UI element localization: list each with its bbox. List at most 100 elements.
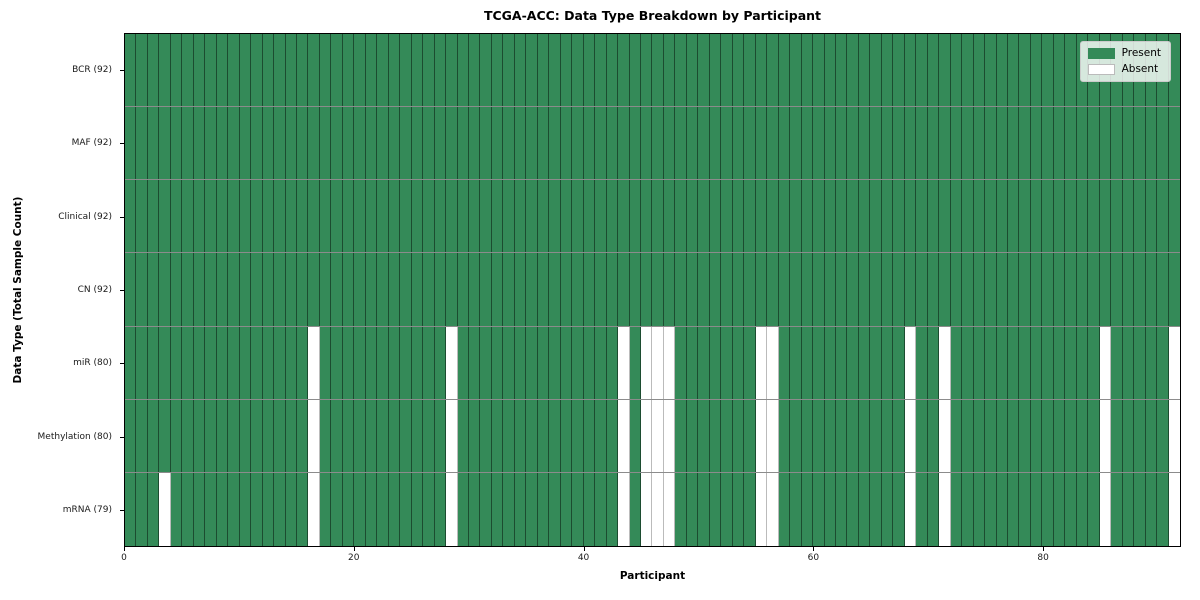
cell-Clinical-40-present [583,180,596,253]
cell-mRNA-76-present [996,472,1008,546]
cell-CN-61-present [824,253,836,326]
cell-Clinical-28-present [446,180,458,253]
cell-MAF-21-present [365,107,378,180]
cell-Methylation-5-present [182,399,194,472]
cell-Clinical-1-present [136,180,148,253]
y-tick-mark [120,69,124,71]
cell-miR-72-present [950,326,963,399]
cell-MAF-26-present [423,107,435,180]
cell-CN-58-present [790,253,802,326]
heatmap-row-CN [125,253,1180,327]
cell-miR-61-present [824,326,836,399]
cell-Clinical-24-present [400,180,412,253]
cell-BCR-68-present [904,34,917,107]
cell-CN-68-present [904,253,917,326]
cell-Methylation-48-present [675,399,687,472]
cell-CN-37-present [549,253,561,326]
cell-mRNA-1-present [136,472,148,546]
y-tick-label-Clinical: Clinical (92) [58,211,112,222]
cell-mRNA-17-present [319,472,332,546]
cell-CN-88-present [1134,253,1146,326]
cell-BCR-42-present [606,34,619,107]
cell-mRNA-0-present [125,472,137,546]
cell-mRNA-53-present [732,472,745,546]
cell-BCR-51-present [709,34,722,107]
cell-Methylation-64-present [858,399,871,472]
cell-miR-71-absent [939,326,951,399]
cell-MAF-79-present [1030,107,1043,180]
cell-mRNA-51-present [709,472,722,546]
cell-miR-26-present [423,326,435,399]
x-tick-label-40: 40 [577,553,590,563]
cell-Clinical-77-present [1007,180,1020,253]
cell-Clinical-50-present [698,180,710,253]
cell-CN-19-present [342,253,355,326]
cell-Methylation-88-present [1134,399,1146,472]
cell-BCR-77-present [1007,34,1020,107]
cell-MAF-18-present [331,107,343,180]
cell-CN-71-present [939,253,951,326]
cell-miR-88-present [1134,326,1146,399]
cell-Methylation-24-present [400,399,412,472]
cell-Methylation-67-present [893,399,905,472]
cell-Clinical-89-present [1145,180,1158,253]
cell-Clinical-86-present [1111,180,1123,253]
cell-CN-51-present [709,253,722,326]
cell-mRNA-52-present [721,472,733,546]
cell-Clinical-4-present [170,180,183,253]
cell-mRNA-79-present [1030,472,1043,546]
cell-BCR-28-present [446,34,458,107]
cell-CN-1-present [136,253,148,326]
cell-MAF-65-present [870,107,882,180]
cell-Clinical-70-present [927,180,940,253]
cell-CN-45-present [641,253,653,326]
cell-miR-74-present [973,326,986,399]
cell-MAF-58-present [790,107,802,180]
cell-Clinical-13-present [274,180,286,253]
cell-MAF-40-present [583,107,596,180]
cell-miR-64-present [858,326,871,399]
cell-CN-75-present [985,253,997,326]
cell-CN-83-present [1076,253,1089,326]
cell-MAF-55-present [755,107,768,180]
cell-MAF-73-present [962,107,974,180]
cell-MAF-30-present [469,107,481,180]
cell-miR-10-present [239,326,252,399]
cell-BCR-15-present [297,34,309,107]
cell-Clinical-71-present [939,180,951,253]
cell-CN-78-present [1019,253,1031,326]
cell-miR-56-absent [767,326,779,399]
cell-MAF-41-present [595,107,607,180]
cell-MAF-78-present [1019,107,1031,180]
cell-miR-25-present [411,326,424,399]
cell-miR-33-present [503,326,515,399]
x-axis: 0 20 40 60 80 [121,547,1181,569]
cell-BCR-49-present [686,34,699,107]
cell-Methylation-46-absent [652,399,664,472]
cell-Methylation-79-present [1030,399,1043,472]
cell-Methylation-70-present [927,399,940,472]
x-tick-label-20: 20 [348,553,360,563]
cell-CN-82-present [1065,253,1077,326]
heatmap-row-Clinical [125,180,1180,254]
cell-mRNA-74-present [973,472,986,546]
cell-mRNA-72-present [950,472,963,546]
absent-swatch [1087,64,1115,75]
cell-mRNA-78-present [1019,472,1031,546]
cell-miR-34-present [514,326,527,399]
cell-CN-7-present [205,253,217,326]
cell-MAF-23-present [388,107,401,180]
cell-miR-27-present [434,326,447,399]
cell-BCR-80-present [1042,34,1054,107]
cell-Clinical-68-present [904,180,917,253]
cell-BCR-64-present [858,34,871,107]
cell-Clinical-35-present [526,180,538,253]
cell-Clinical-30-present [469,180,481,253]
cell-MAF-68-present [904,107,917,180]
cell-mRNA-4-present [170,472,183,546]
cell-MAF-71-present [939,107,951,180]
cell-Methylation-56-absent [767,399,779,472]
cell-BCR-72-present [950,34,963,107]
cell-Clinical-88-present [1134,180,1146,253]
cell-Methylation-63-present [847,399,859,472]
